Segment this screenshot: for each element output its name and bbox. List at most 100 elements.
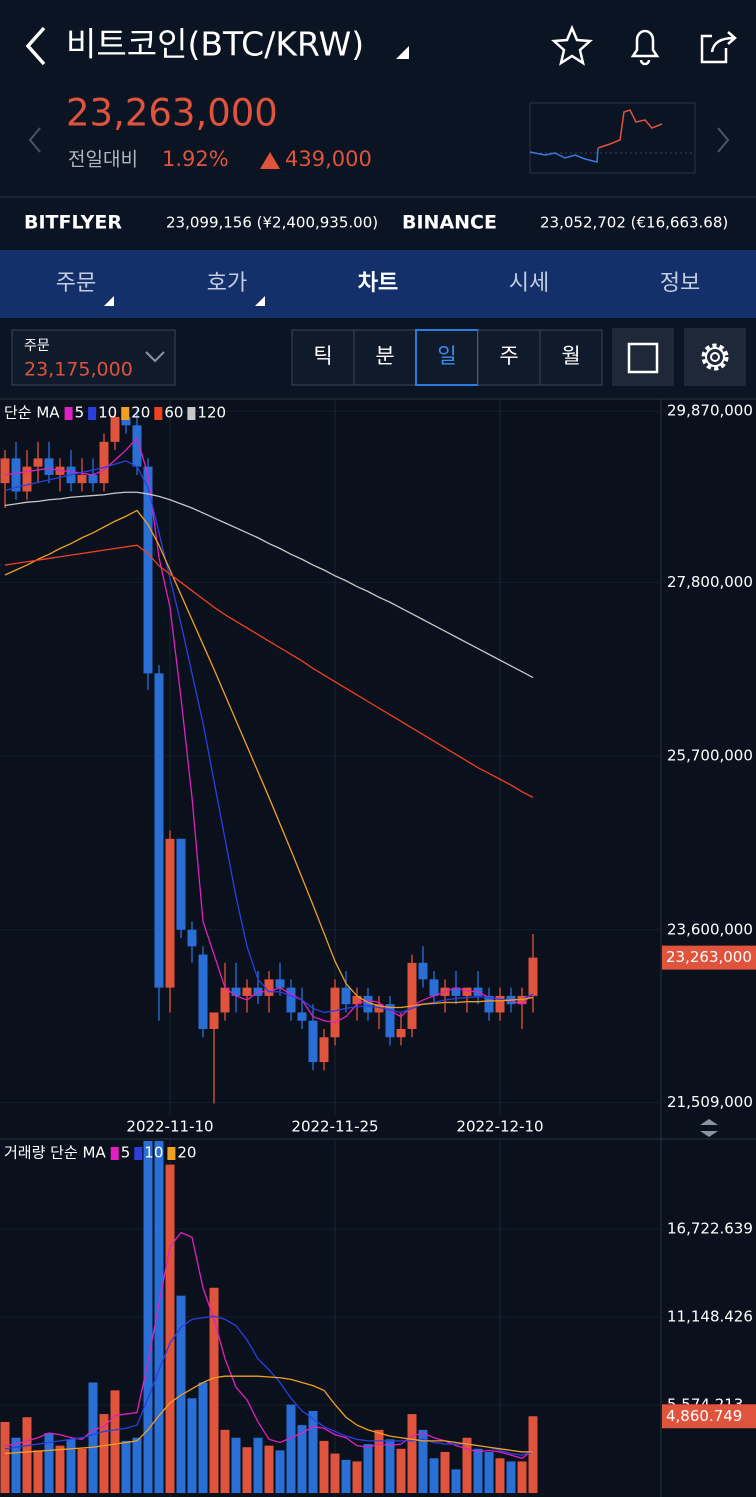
exchange-price: 23,052,702 (€16,663.68): [540, 214, 728, 232]
legend-title: 거래량 단순 MA: [4, 1144, 106, 1162]
legend-label: 20: [131, 404, 150, 422]
volume-bar: [110, 1390, 120, 1493]
back-button[interactable]: [25, 26, 46, 66]
legend-title: 단순 MA: [4, 404, 60, 422]
period-label: 주: [499, 344, 518, 368]
chart-area: [0, 398, 756, 1497]
volume-bar: [0, 1421, 10, 1493]
price-tag: 23,263,000: [666, 948, 752, 966]
y-tick-label: 25,700,000: [667, 747, 753, 765]
candle-body: [187, 929, 197, 947]
candle-body: [308, 1020, 318, 1063]
volume-bar: [462, 1437, 472, 1493]
candle-body: [517, 995, 527, 1005]
order-label: 주문: [24, 338, 50, 354]
candle-body: [374, 1004, 384, 1013]
legend-swatch: [88, 407, 97, 420]
candle-body: [275, 979, 285, 988]
volume-bar: [121, 1440, 131, 1493]
volume-bar: [143, 1140, 153, 1493]
candle-body: [264, 979, 274, 996]
volume-bar: [407, 1414, 417, 1493]
favorite-button[interactable]: [550, 24, 594, 66]
legend-swatch: [134, 1147, 143, 1160]
y-tick-label: 29,870,000: [667, 402, 753, 420]
legend-label: 10: [144, 1144, 163, 1162]
candle-body: [33, 458, 43, 467]
coin-title[interactable]: 비트코인(BTC/KRW): [66, 25, 364, 64]
candle-body: [77, 474, 87, 484]
period-button[interactable]: [291, 329, 355, 386]
candle-body: [286, 987, 296, 1013]
candle-body: [319, 1037, 329, 1063]
candle-body: [341, 987, 351, 1005]
next-button[interactable]: [717, 127, 730, 153]
layout-button[interactable]: [612, 328, 674, 386]
volume-bar: [308, 1410, 318, 1493]
volume-tag: 4,860.749: [666, 1407, 742, 1425]
exchange-name: BINANCE: [402, 212, 497, 234]
change-amount: 439,000: [285, 147, 372, 171]
period-button[interactable]: [353, 329, 417, 386]
volume-bar: [528, 1416, 538, 1493]
period-button[interactable]: [477, 329, 541, 386]
volume-bar: [418, 1429, 428, 1493]
candle-body: [407, 962, 417, 1029]
candle-body: [209, 1012, 219, 1029]
volume-bar: [231, 1437, 241, 1493]
tab-bar: [0, 250, 756, 318]
alarm-button[interactable]: [630, 29, 660, 66]
legend-label: 5: [121, 1144, 131, 1162]
prev-button[interactable]: [28, 127, 41, 153]
period-label: 월: [561, 344, 580, 368]
volume-bar: [440, 1451, 450, 1493]
volume-bar: [385, 1439, 395, 1493]
candle-body: [495, 995, 505, 1013]
volume-bar: [374, 1429, 384, 1493]
volume-bar: [484, 1451, 494, 1493]
legend-label: 60: [164, 404, 183, 422]
volume-bar: [198, 1382, 208, 1493]
ma-line: [4, 460, 534, 1014]
sparkline-down: [529, 147, 599, 163]
y-tick-label: 21,509,000: [667, 1093, 753, 1111]
period-button[interactable]: [415, 329, 479, 386]
period-label: 일: [437, 344, 456, 368]
candle-body: [99, 441, 109, 484]
volume-bar: [473, 1448, 483, 1493]
resize-handle[interactable]: [700, 1119, 718, 1137]
dropdown-icon[interactable]: [396, 46, 409, 59]
volume-bar: [165, 1164, 175, 1493]
tab[interactable]: 호가: [207, 271, 247, 296]
candle-body: [44, 458, 54, 475]
tab[interactable]: 시세: [509, 271, 549, 296]
tab-selected[interactable]: 차트: [358, 271, 398, 296]
ma-line: [4, 509, 534, 1009]
legend-label: 20: [177, 1144, 196, 1162]
ma-line: [4, 1315, 534, 1456]
candle-body: [242, 987, 252, 996]
gear-center: [710, 352, 720, 362]
volume-bar: [11, 1437, 21, 1493]
share-button[interactable]: [700, 31, 737, 64]
change-rate: 1.92%: [162, 147, 229, 171]
period-button[interactable]: [539, 329, 603, 386]
exchange-price: 23,099,156 (¥2,400,935.00): [166, 214, 378, 232]
volume-bar: [253, 1437, 263, 1493]
candle-body: [110, 417, 120, 442]
tab[interactable]: 주문: [56, 271, 96, 296]
y-tick-label: 23,600,000: [667, 920, 753, 938]
candle-body: [462, 987, 472, 996]
volume-bar: [330, 1453, 340, 1493]
candle-body: [484, 995, 494, 1013]
volume-bar: [341, 1459, 351, 1493]
tab[interactable]: 정보: [660, 271, 700, 296]
volume-bar: [517, 1461, 527, 1493]
y-tick-label: 27,800,000: [667, 573, 753, 591]
order-price-box[interactable]: [11, 329, 176, 386]
candle-body: [385, 1004, 395, 1038]
legend-swatch: [64, 407, 73, 420]
